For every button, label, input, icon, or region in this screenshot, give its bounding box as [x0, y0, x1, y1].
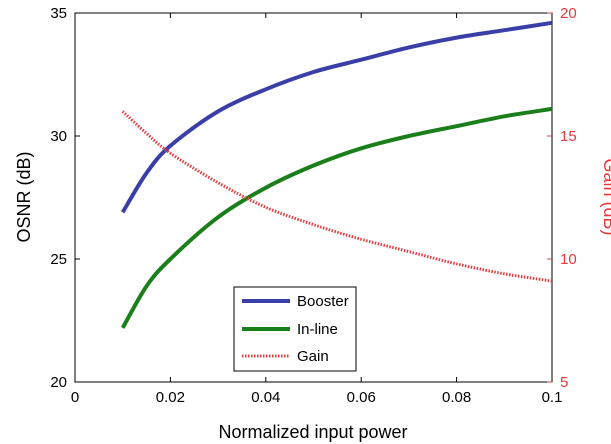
legend: Booster In-line Gain: [233, 286, 357, 372]
plot-frame: [74, 12, 553, 383]
y-right-tick-label: 10: [560, 251, 577, 268]
x-tick-label: 0.06: [347, 389, 376, 406]
y-axis-right-title: Gain (dB): [600, 158, 611, 235]
legend-label-in-line: In-line: [297, 321, 338, 338]
y-tick-label: 25: [50, 251, 67, 268]
y-tick-label: 20: [50, 374, 67, 391]
series-layer: [120, 20, 553, 329]
x-tick-label: 0.04: [251, 389, 280, 406]
x-tick-label: 0: [71, 389, 79, 406]
legend-label-booster: Booster: [297, 293, 349, 310]
plot-area: [74, 12, 553, 383]
legend-label-gain: Gain: [297, 348, 329, 365]
series-line-in-line: [120, 106, 553, 329]
y-right-tick-label: 5: [560, 374, 568, 391]
series-line-gain: [121, 110, 553, 283]
ticks-layer: 0 0.02 0.04 0.06 0.08 0.1 20 25 30 35 5 10 15 20: [50, 5, 576, 406]
x-axis-title: Normalized input power: [218, 422, 407, 442]
x-tick-label: 0.1: [542, 389, 563, 406]
y-axis-title: OSNR (dB): [14, 151, 34, 242]
series-line-booster: [120, 20, 553, 214]
x-tick-label: 0.08: [442, 389, 471, 406]
x-tick-label: 0.02: [156, 389, 185, 406]
y-tick-label: 35: [50, 5, 67, 22]
y-right-tick-label: 15: [560, 128, 577, 145]
y-tick-label: 30: [50, 128, 67, 145]
y-right-tick-label: 20: [560, 5, 577, 22]
